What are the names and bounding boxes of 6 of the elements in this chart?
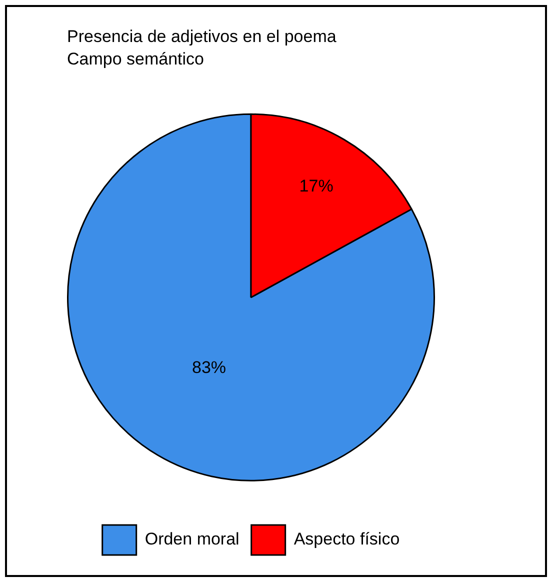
- chart-subtitle: Campo semántico: [67, 49, 204, 68]
- legend-label: Aspecto físico: [294, 530, 400, 549]
- chart-title: Presencia de adjetivos en el poema: [67, 26, 337, 46]
- legend-label: Orden moral: [144, 530, 240, 549]
- data-label: 83%: [192, 358, 226, 378]
- data-label: 17%: [299, 176, 334, 196]
